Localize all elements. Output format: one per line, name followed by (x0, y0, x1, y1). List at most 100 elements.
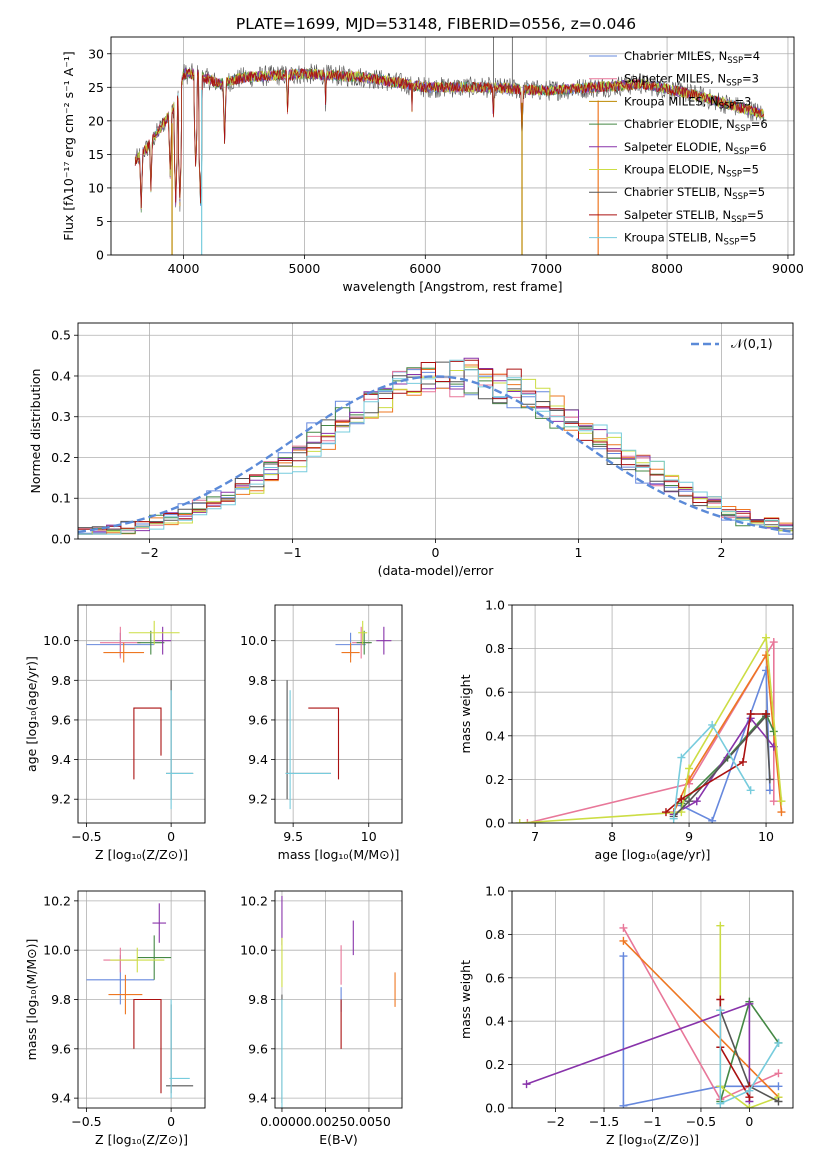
x-tick-label: 0.0050 (347, 1114, 391, 1129)
y-axis-label: age [log₁₀(age/yr)] (24, 656, 39, 772)
weight-marker (515, 819, 524, 823)
x-axis-label: (data-model)/error (378, 563, 495, 578)
spectrum-plot-area (111, 37, 794, 255)
legend-entry: Chabrier STELIB, NSSP=5 (624, 185, 765, 202)
weight-marker (677, 795, 686, 804)
y-tick-label: 10.0 (240, 943, 268, 958)
y-tick-label: 9.6 (248, 1041, 268, 1056)
legend-entry: Salpeter ELODIE, NSSP=6 (624, 140, 767, 157)
weight-marker (746, 710, 755, 718)
y-tick-label: 10 (88, 180, 104, 195)
error-bracket (133, 707, 162, 780)
y-tick-label: 1.0 (485, 884, 505, 899)
weight-marker (765, 775, 774, 784)
weight-marker (716, 921, 725, 930)
y-axis-label: Flux [fλ10⁻¹⁷ erg cm⁻² s⁻¹ A⁻¹] (61, 51, 76, 240)
weight-marker (746, 786, 755, 795)
y-tick-label: 20 (88, 113, 104, 128)
weight-marker (738, 757, 747, 766)
legend-entry: Salpeter MILES, NSSP=3 (624, 72, 759, 89)
weight-series (672, 723, 752, 819)
x-axis-label: Z [log₁₀(Z/Z⊙)] (606, 1132, 699, 1147)
legend-entry: Kroupa ELODIE, NSSP=5 (624, 163, 759, 180)
weight-marker (774, 1038, 783, 1047)
y-axis-label: mass weight (458, 674, 473, 753)
y-tick-label: 0.4 (485, 728, 505, 743)
age_vs_mass-plot-area (275, 605, 402, 823)
x-tick-label: 0 (167, 829, 175, 844)
y-tick-label: 9.4 (51, 752, 71, 767)
x-tick-label: 7 (531, 829, 539, 844)
y-axis-label: Normed distribution (28, 369, 43, 494)
residuals-axes: −2 −1 0 1 2 0.0 0.1 0.2 0.3 0.4 0.5 (data-model)/er… (28, 322, 794, 578)
x-tick-label: −1.5 (589, 1114, 619, 1129)
weight-marker (619, 952, 628, 961)
residuals-legend: 𝒩(0,1) (691, 336, 773, 351)
error-bracket (308, 707, 340, 780)
weight-marker (661, 808, 670, 817)
x-tick-label: 2 (718, 545, 726, 560)
x-tick-label: 0.0025 (304, 1114, 348, 1129)
y-tick-label: 0.8 (485, 927, 505, 942)
age_vs_Z-plot-area (78, 605, 205, 823)
x-tick-label: 5000 (289, 261, 321, 276)
axes-frame (511, 604, 794, 824)
weight-marker (769, 797, 778, 806)
weight-series (622, 927, 779, 1101)
weight-marker (774, 1082, 783, 1091)
weight-marker (762, 633, 771, 642)
weight-marker (745, 1086, 754, 1095)
weight-marker (745, 999, 754, 1008)
x-tick-label: 7000 (530, 261, 562, 276)
weight-series (672, 652, 783, 813)
x-axis-label: age [log₁₀(age/yr)] (595, 847, 711, 862)
mass_vs_Z-plot-area (78, 891, 205, 1108)
x-tick-label: −0.5 (71, 829, 101, 844)
massweight_vs_Z-axes: −2 −1.5 −1 −0.5 0 0.0 0.2 0.4 0.6 0.8 1.0 Z [log₁₀(… (458, 884, 794, 1147)
legend-entry: Kroupa MILES, NSSP=3 (624, 94, 751, 111)
y-tick-label: 0.3 (51, 409, 71, 424)
y-tick-label: 10.0 (240, 633, 268, 648)
weight-marker (769, 727, 778, 736)
y-axis-label: mass [log₁₀(M/M⊙)] (24, 939, 39, 1061)
spectrum-axes: 4000 5000 6000 7000 8000 9000 0 5 10 15 20 25 30 wave… (61, 36, 804, 294)
weight-marker (619, 1101, 628, 1108)
y-tick-label: 9.2 (51, 792, 71, 807)
y-tick-label: 15 (88, 147, 104, 162)
weight-marker (523, 819, 532, 823)
x-tick-label: 8 (608, 829, 616, 844)
weight-marker (716, 1099, 725, 1108)
y-tick-label: 0.4 (51, 368, 71, 383)
y-axis-label: mass weight (458, 960, 473, 1039)
weight-marker (619, 923, 628, 932)
y-tick-label: 0.2 (485, 772, 505, 787)
y-tick-label: 9.6 (51, 1041, 71, 1056)
weight-marker (762, 651, 771, 660)
normal-curve (78, 375, 793, 534)
weight-series (681, 670, 771, 822)
y-tick-label: 0.1 (51, 491, 71, 506)
x-tick-label: −2 (140, 545, 158, 560)
y-tick-label: 10.0 (43, 633, 71, 648)
x-tick-label: −2 (546, 1114, 564, 1129)
weight-marker (716, 1006, 725, 1015)
y-tick-label: 9.8 (248, 992, 268, 1007)
legend-entry: Chabrier MILES, NSSP=4 (624, 49, 760, 66)
weight-marker (619, 936, 628, 945)
histogram-series (78, 359, 793, 531)
x-tick-label: −0.5 (686, 1114, 716, 1129)
mass_vs_ebv-plot-area (275, 891, 402, 1108)
y-tick-label: 0.6 (485, 970, 505, 985)
weight-marker (708, 816, 717, 823)
weight-marker (769, 638, 778, 647)
legend-entry: Kroupa STELIB, NSSP=5 (624, 231, 756, 248)
x-tick-label: 0 (167, 1114, 175, 1129)
y-tick-label: 10.2 (240, 893, 268, 908)
legend-entry: Salpeter STELIB, NSSP=5 (624, 208, 764, 225)
massweight_vs_Z-plot-area (512, 891, 793, 1108)
weight-marker (677, 753, 686, 762)
y-tick-label: 9.8 (248, 673, 268, 688)
y-tick-label: 9.4 (51, 1091, 71, 1106)
weight-series (673, 714, 771, 818)
